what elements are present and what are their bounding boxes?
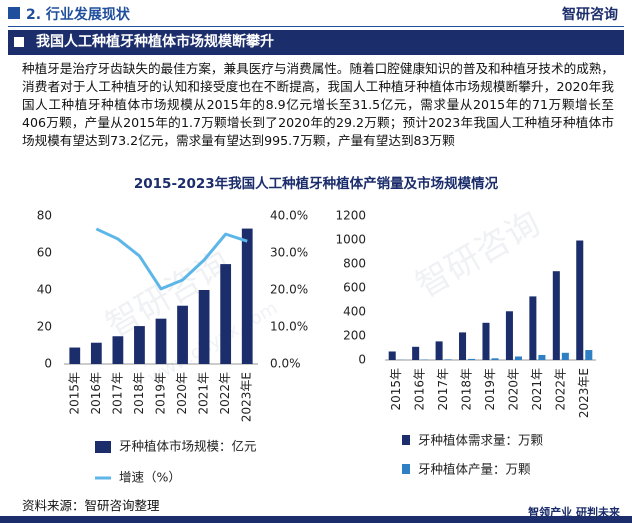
x-tick-label: 2023年E: [240, 372, 254, 422]
x-tick-label: 2023年E: [577, 368, 591, 418]
y-tick-label: 600: [343, 281, 366, 295]
footer-slogan: 智领产业 研判未来: [528, 506, 620, 519]
x-tick-label: 2015年: [389, 368, 403, 411]
x-tick-label: 2018年: [132, 372, 146, 415]
x-tick-label: 2017年: [110, 372, 124, 415]
x-tick-label: 2016年: [413, 368, 427, 411]
bar: [134, 326, 145, 364]
legend-label: 牙种植体市场规模：亿元: [119, 439, 257, 454]
bar: [444, 359, 452, 360]
bar: [388, 351, 396, 360]
bar: [155, 318, 167, 364]
source: 资料来源：智研咨询整理: [22, 498, 160, 513]
legend-swatch: [95, 441, 111, 453]
section-header: 2. 行业发展现状: [26, 7, 130, 23]
bar: [585, 350, 593, 360]
bar: [514, 356, 522, 360]
y2-tick-label: 0.0%: [270, 357, 301, 371]
bar: [198, 290, 210, 364]
x-tick-label: 2018年: [460, 368, 474, 411]
watermark: 智研咨询: [409, 203, 547, 306]
legend-label: 牙种植体产量：万颗: [418, 462, 531, 477]
footer-bar: [0, 516, 632, 523]
banner: 我国人工种植牙种植体市场规模断攀升: [8, 30, 624, 55]
legend-swatch: [402, 464, 410, 474]
bar: [505, 311, 513, 360]
bar: [177, 305, 188, 364]
paragraph: 种植牙是治疗牙齿缺失的最佳方案，兼具医疗与消费属性。随着口腔健康知识的普及和种植…: [22, 61, 614, 148]
y-tick-label: 0: [44, 357, 52, 371]
y-tick-label: 60: [37, 246, 52, 260]
x-tick-label: 2016年: [89, 372, 103, 415]
y-tick-label: 400: [343, 305, 366, 319]
bar: [468, 358, 476, 360]
bar: [459, 332, 467, 360]
y-tick-label: 200: [343, 329, 366, 343]
x-tick-label: 2019年: [483, 368, 497, 411]
bar: [435, 341, 443, 360]
bar: [412, 346, 420, 360]
bar: [491, 358, 499, 360]
y-tick-label: 800: [343, 257, 366, 271]
x-tick-label: 2021年: [197, 372, 211, 415]
bar: [529, 296, 537, 360]
legend-label: 牙种植体需求量：万颗: [418, 433, 544, 448]
y2-tick-label: 10.0%: [270, 320, 308, 334]
bar: [90, 342, 102, 364]
y-tick-label: 1000: [335, 233, 366, 247]
x-tick-label: 2017年: [436, 368, 450, 411]
bar: [69, 347, 81, 364]
bar: [538, 354, 546, 360]
bar: [576, 240, 584, 360]
y2-tick-label: 20.0%: [270, 283, 308, 297]
bar: [482, 322, 490, 360]
bar: [112, 336, 124, 364]
legend-label: 增速（%）: [119, 470, 181, 485]
x-tick-label: 2020年: [506, 368, 520, 411]
figure-title: 2015-2023年我国人工种植牙种植体产销量及市场规模情况: [133, 176, 499, 192]
banner-icon: [14, 37, 24, 47]
x-tick-label: 2022年: [553, 368, 567, 411]
x-tick-label: 2020年: [175, 372, 189, 415]
logo: 智研咨询: [562, 7, 618, 23]
header-rule: [8, 26, 624, 27]
bar: [561, 352, 569, 360]
y2-tick-label: 40.0%: [270, 209, 308, 223]
header-icon: [8, 7, 20, 19]
bar: [552, 271, 560, 360]
y-tick-label: 40: [37, 283, 52, 297]
y-tick-label: 20: [37, 320, 52, 334]
legend-swatch: [402, 435, 410, 445]
line-series: [95, 227, 248, 291]
y-tick-label: 1200: [335, 209, 366, 223]
x-tick-label: 2019年: [154, 372, 168, 415]
bar: [220, 264, 232, 364]
y2-tick-label: 30.0%: [270, 246, 308, 260]
bar: [241, 228, 253, 364]
x-tick-label: 2015年: [67, 372, 81, 415]
y-tick-label: 0: [358, 353, 366, 367]
y-tick-label: 80: [37, 209, 52, 223]
x-tick-label: 2022年: [218, 372, 232, 415]
x-tick-label: 2021年: [530, 368, 544, 411]
